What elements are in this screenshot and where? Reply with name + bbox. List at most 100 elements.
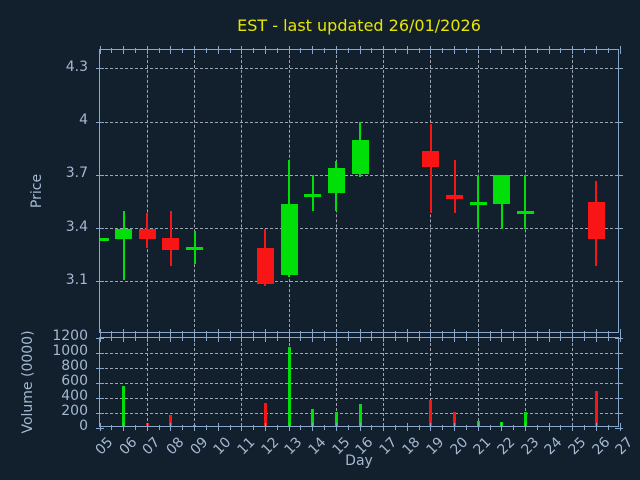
volume-tick-label-0: 0 bbox=[79, 418, 88, 434]
candle-body bbox=[493, 175, 511, 204]
candle-body bbox=[115, 228, 133, 240]
x-major-tick bbox=[146, 423, 148, 431]
x-minor-tick bbox=[229, 335, 231, 341]
x-minor-tick bbox=[347, 330, 349, 336]
candle-doji-dash bbox=[186, 246, 204, 250]
x-minor-tick bbox=[371, 424, 373, 430]
price-tick-label-3.4: 3.4 bbox=[65, 218, 88, 235]
price-chart bbox=[96, 46, 623, 337]
x-major-tick bbox=[264, 329, 266, 337]
x-major-tick bbox=[501, 334, 503, 342]
x-minor-tick bbox=[607, 424, 609, 430]
x-minor-tick bbox=[465, 330, 467, 336]
y-major-tick bbox=[96, 397, 104, 399]
x-major-tick bbox=[170, 46, 172, 54]
y-major-tick bbox=[615, 121, 623, 123]
x-minor-tick bbox=[253, 335, 255, 341]
x-major-tick bbox=[595, 46, 597, 54]
x-major-tick bbox=[217, 423, 219, 431]
x-minor-tick bbox=[489, 47, 491, 53]
x-minor-tick bbox=[513, 330, 515, 336]
candle-doji-dash bbox=[304, 193, 322, 197]
candle-body bbox=[162, 237, 180, 251]
volume-bar-day-14 bbox=[311, 408, 315, 426]
volume-tick-label-1200: 1200 bbox=[52, 328, 88, 344]
x-major-tick bbox=[288, 334, 290, 342]
x-minor-tick bbox=[513, 335, 515, 341]
x-major-tick bbox=[359, 423, 361, 431]
x-minor-tick bbox=[560, 424, 562, 430]
x-minor-tick bbox=[253, 424, 255, 430]
x-major-tick bbox=[288, 423, 290, 431]
x-minor-tick bbox=[371, 335, 373, 341]
x-minor-tick bbox=[607, 47, 609, 53]
x-minor-tick bbox=[607, 335, 609, 341]
x-minor-tick bbox=[205, 47, 207, 53]
x-minor-tick bbox=[584, 424, 586, 430]
x-major-tick bbox=[194, 334, 196, 342]
x-minor-tick bbox=[300, 424, 302, 430]
gridline-horizontal-3.1 bbox=[100, 281, 618, 283]
x-major-tick bbox=[99, 423, 101, 431]
candle-doji-dash bbox=[469, 202, 487, 206]
candle-wick bbox=[524, 175, 527, 229]
x-minor-tick bbox=[442, 424, 444, 430]
x-major-tick bbox=[170, 334, 172, 342]
x-major-tick bbox=[619, 46, 621, 54]
volume-tick-layer bbox=[96, 334, 623, 431]
x-minor-tick bbox=[300, 47, 302, 53]
x-major-tick bbox=[146, 334, 148, 342]
candle-body bbox=[587, 202, 605, 240]
x-minor-tick bbox=[513, 424, 515, 430]
gridline-vertical-day-9 bbox=[194, 338, 196, 426]
x-major-tick bbox=[595, 329, 597, 337]
x-major-tick bbox=[477, 423, 479, 431]
x-minor-tick bbox=[560, 335, 562, 341]
candle-body bbox=[327, 168, 345, 194]
candle-body bbox=[138, 228, 156, 240]
candle-wick bbox=[311, 175, 314, 211]
x-minor-tick bbox=[253, 47, 255, 53]
y-major-tick bbox=[96, 337, 104, 339]
price-plot-area bbox=[100, 50, 618, 332]
y-major-tick bbox=[96, 281, 104, 283]
x-major-tick bbox=[123, 334, 125, 342]
x-minor-tick bbox=[394, 47, 396, 53]
y-major-tick bbox=[96, 228, 104, 230]
x-major-tick bbox=[264, 46, 266, 54]
y-major-tick bbox=[615, 174, 623, 176]
x-minor-tick bbox=[465, 335, 467, 341]
volume-chart bbox=[96, 334, 623, 431]
y-major-tick bbox=[615, 367, 623, 369]
gridline-vertical-day-7 bbox=[146, 50, 148, 332]
x-minor-tick bbox=[300, 335, 302, 341]
price-tick-label-4: 4 bbox=[79, 112, 88, 129]
x-major-tick bbox=[619, 423, 621, 431]
gridline-vertical-day-15 bbox=[335, 338, 337, 426]
gridline-vertical-day-17 bbox=[383, 338, 385, 426]
gridline-vertical-day-19 bbox=[430, 338, 432, 426]
volume-bar-day-12 bbox=[263, 403, 267, 426]
x-major-tick bbox=[335, 329, 337, 337]
x-minor-tick bbox=[465, 424, 467, 430]
x-major-tick bbox=[430, 334, 432, 342]
x-minor-tick bbox=[560, 47, 562, 53]
x-minor-tick bbox=[489, 335, 491, 341]
x-major-tick bbox=[501, 329, 503, 337]
x-minor-tick bbox=[158, 424, 160, 430]
x-axis-label: Day bbox=[345, 453, 373, 469]
gridline-vertical-day-11 bbox=[241, 50, 243, 332]
volume-bar-day-13 bbox=[287, 347, 291, 426]
candle-doji-dash bbox=[516, 211, 534, 215]
volume-tick-label-600: 600 bbox=[61, 373, 88, 389]
x-minor-tick bbox=[205, 330, 207, 336]
x-major-tick bbox=[548, 46, 550, 54]
x-minor-tick bbox=[489, 424, 491, 430]
gridline-vertical-day-23 bbox=[524, 338, 526, 426]
x-minor-tick bbox=[111, 330, 113, 336]
y-major-tick bbox=[96, 367, 104, 369]
x-major-tick bbox=[359, 334, 361, 342]
gridline-vertical-day-9 bbox=[194, 50, 196, 332]
candle-body bbox=[256, 248, 274, 284]
